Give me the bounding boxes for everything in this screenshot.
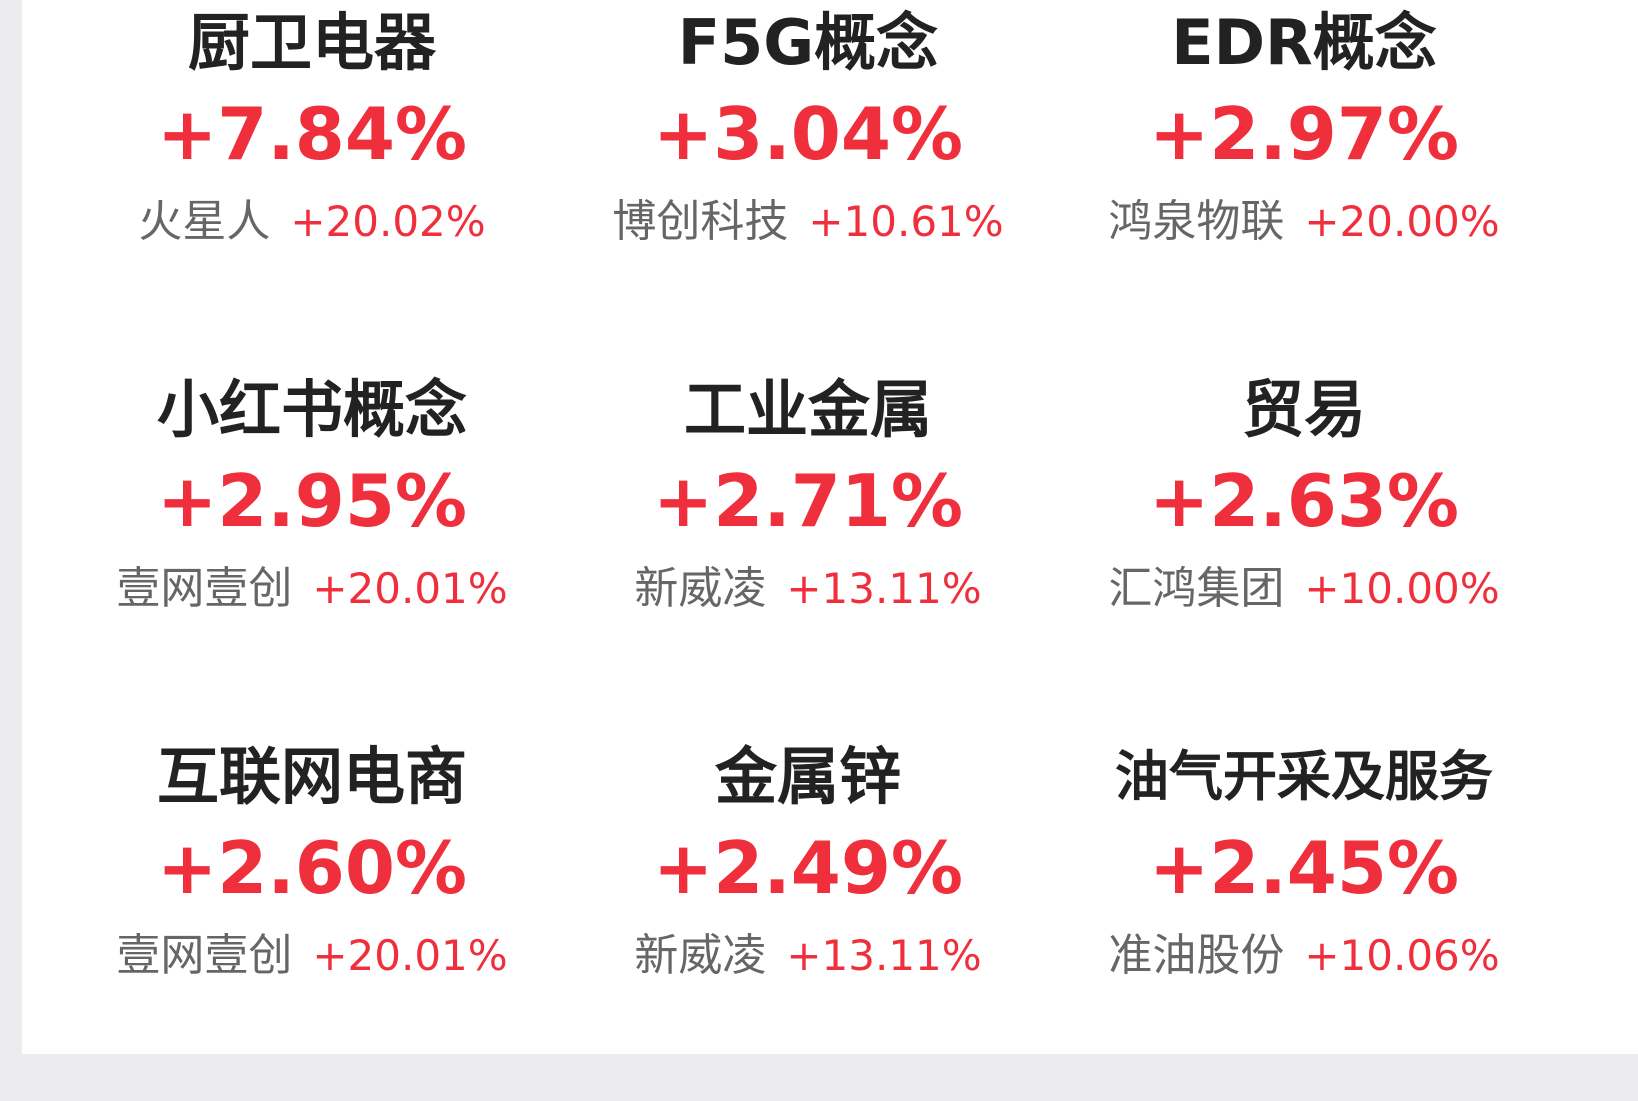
leading-stock-change: +13.11% [786, 564, 982, 613]
leading-stock[interactable]: 汇鸿集团 +10.00% [1108, 559, 1499, 619]
sector-change: +2.60% [156, 826, 468, 910]
sector-change: +2.45% [1148, 826, 1460, 910]
sector-name: EDR概念 [1171, 6, 1437, 79]
sector-card[interactable]: 小红书概念 +2.95% 壹网壹创 +20.01% [64, 367, 560, 734]
sector-card[interactable]: 工业金属 +2.71% 新威凌 +13.11% [560, 367, 1056, 734]
leading-stock-name: 壹网壹创 [116, 563, 293, 614]
sector-card[interactable]: 贸易 +2.63% 汇鸿集团 +10.00% [1056, 367, 1552, 734]
leading-stock[interactable]: 壹网壹创 +20.01% [116, 926, 507, 986]
leading-stock-name: 火星人 [138, 196, 271, 247]
sector-name: 互联网电商 [156, 740, 467, 813]
sector-card[interactable]: F5G概念 +3.04% 博创科技 +10.61% [560, 0, 1056, 367]
leading-stock[interactable]: 鸿泉物联 +20.00% [1108, 192, 1499, 252]
leading-stock-change: +10.61% [808, 197, 1004, 246]
sector-card[interactable]: 油气开采及服务 +2.45% 准油股份 +10.06% [1056, 734, 1552, 1101]
sector-name: 金属锌 [714, 740, 901, 813]
leading-stock[interactable]: 壹网壹创 +20.01% [116, 559, 507, 619]
sector-card[interactable]: 互联网电商 +2.60% 壹网壹创 +20.01% [64, 734, 560, 1101]
sector-change: +2.95% [156, 459, 468, 543]
leading-stock[interactable]: 火星人 +20.02% [138, 192, 485, 252]
sector-ranking-panel: 厨卫电器 +7.84% 火星人 +20.02% F5G概念 +3.04% 博创科… [22, 0, 1638, 1054]
sector-name: 工业金属 [683, 373, 932, 446]
leading-stock-name: 鸿泉物联 [1108, 196, 1285, 247]
sector-name: 小红书概念 [156, 373, 467, 446]
sector-name: 贸易 [1241, 373, 1366, 446]
leading-stock-name: 准油股份 [1108, 930, 1285, 981]
leading-stock-name: 壹网壹创 [116, 930, 293, 981]
sector-card[interactable]: EDR概念 +2.97% 鸿泉物联 +20.00% [1056, 0, 1552, 367]
sector-change: +2.71% [652, 459, 964, 543]
leading-stock-change: +20.02% [290, 197, 486, 246]
sector-change: +3.04% [652, 92, 964, 176]
leading-stock-name: 博创科技 [612, 196, 789, 247]
leading-stock-name: 新威凌 [634, 563, 767, 614]
leading-stock-change: +10.00% [1304, 564, 1500, 613]
leading-stock-name: 汇鸿集团 [1108, 563, 1285, 614]
sector-name: 厨卫电器 [187, 6, 436, 79]
sector-name: F5G概念 [677, 6, 939, 79]
leading-stock-change: +20.01% [312, 931, 508, 980]
leading-stock-change: +13.11% [786, 931, 982, 980]
sector-change: +7.84% [156, 92, 468, 176]
sector-grid: 厨卫电器 +7.84% 火星人 +20.02% F5G概念 +3.04% 博创科… [64, 0, 1552, 1054]
sector-change: +2.63% [1148, 459, 1460, 543]
sector-change: +2.49% [652, 826, 964, 910]
sector-card[interactable]: 厨卫电器 +7.84% 火星人 +20.02% [64, 0, 560, 367]
sector-change: +2.97% [1148, 92, 1460, 176]
leading-stock-change: +20.01% [312, 564, 508, 613]
leading-stock[interactable]: 新威凌 +13.11% [634, 926, 981, 986]
leading-stock-change: +20.00% [1304, 197, 1500, 246]
leading-stock-change: +10.06% [1304, 931, 1500, 980]
leading-stock[interactable]: 准油股份 +10.06% [1108, 926, 1499, 986]
leading-stock[interactable]: 博创科技 +10.61% [612, 192, 1003, 252]
leading-stock-name: 新威凌 [634, 930, 767, 981]
leading-stock[interactable]: 新威凌 +13.11% [634, 559, 981, 619]
sector-card[interactable]: 金属锌 +2.49% 新威凌 +13.11% [560, 734, 1056, 1101]
sector-name: 油气开采及服务 [1115, 745, 1493, 808]
